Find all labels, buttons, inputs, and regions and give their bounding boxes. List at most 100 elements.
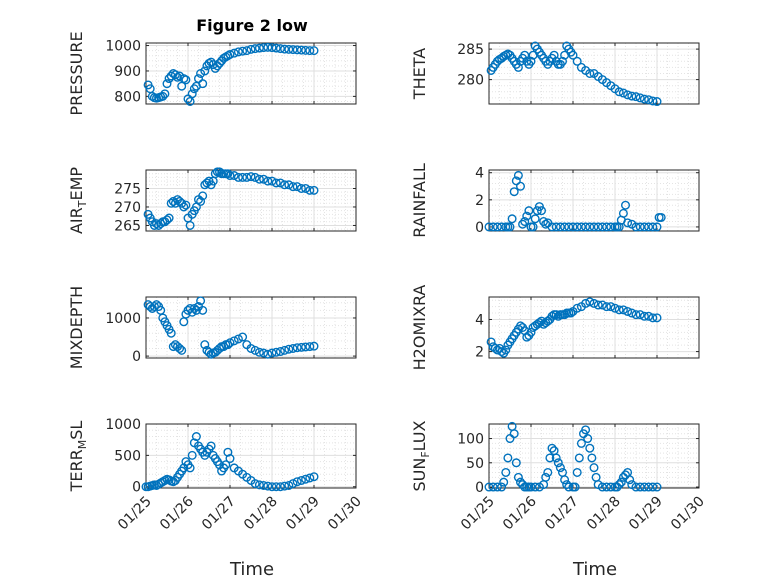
- data-point: [627, 308, 637, 318]
- data-point: [560, 475, 570, 485]
- y-tick-label: 4: [475, 312, 484, 328]
- data-point: [233, 172, 243, 182]
- data-point: [585, 68, 595, 78]
- data-point: [581, 222, 591, 232]
- data-point: [589, 222, 599, 232]
- data-point: [301, 45, 311, 55]
- data-point: [206, 57, 216, 67]
- y-axis-label: H2OMIXRA: [410, 285, 429, 371]
- data-point: [497, 482, 507, 492]
- data-point: [179, 202, 189, 212]
- data-point: [614, 87, 624, 97]
- data-point: [602, 222, 612, 232]
- data-point: [616, 477, 626, 487]
- data-point: [309, 185, 319, 195]
- data-point: [560, 310, 570, 320]
- data-point: [568, 222, 578, 232]
- data-point: [501, 345, 511, 355]
- data-point: [639, 482, 649, 492]
- data-point: [560, 222, 570, 232]
- data-point: [267, 43, 277, 53]
- data-point: [280, 345, 290, 355]
- data-point: [259, 348, 269, 358]
- y-axis-label: PRESSURE: [67, 31, 86, 115]
- y-tick-label: 0: [132, 349, 141, 365]
- data-point: [233, 334, 243, 344]
- data-point: [652, 97, 662, 107]
- data-point: [263, 42, 273, 52]
- data-point: [639, 311, 649, 321]
- data-point: [275, 44, 285, 54]
- data-point: [644, 95, 654, 105]
- data-point: [585, 222, 595, 232]
- y-tick-label: 50: [466, 456, 484, 472]
- data-point: [530, 482, 540, 492]
- data-point: [511, 458, 521, 468]
- data-point: [246, 343, 256, 353]
- y-tick-label: 800: [114, 89, 141, 105]
- data-point: [263, 481, 273, 491]
- data-point: [288, 479, 298, 489]
- data-point: [196, 196, 206, 206]
- data-point: [175, 343, 185, 353]
- data-point: [168, 196, 178, 206]
- data-point: [229, 336, 239, 346]
- data-point: [513, 170, 523, 180]
- data-point: [639, 222, 649, 232]
- data-point: [242, 172, 252, 182]
- data-point: [158, 91, 168, 101]
- data-point: [219, 342, 229, 352]
- data-point: [162, 79, 172, 89]
- data-point: [275, 178, 285, 188]
- data-point: [187, 450, 197, 460]
- data-point: [635, 222, 645, 232]
- data-point: [553, 458, 563, 468]
- data-point: [585, 443, 595, 453]
- data-point: [581, 298, 591, 308]
- data-point: [537, 206, 547, 216]
- data-point: [254, 174, 264, 184]
- data-point: [539, 217, 549, 227]
- data-point: [238, 172, 248, 182]
- data-point: [246, 44, 256, 54]
- data-point: [225, 338, 235, 348]
- data-point: [631, 482, 641, 492]
- data-point: [602, 482, 612, 492]
- data-point: [181, 200, 191, 210]
- data-point: [246, 172, 256, 182]
- data-point: [238, 46, 248, 56]
- y-tick-label: 285: [457, 42, 484, 58]
- data-point: [614, 480, 624, 490]
- data-point: [305, 185, 315, 195]
- data-point: [309, 341, 319, 351]
- data-point: [292, 182, 302, 192]
- data-point: [198, 79, 208, 89]
- data-point: [589, 298, 599, 308]
- data-point: [250, 345, 260, 355]
- data-point: [513, 62, 523, 72]
- data-point: [214, 343, 224, 353]
- data-point: [250, 479, 260, 489]
- data-point: [198, 305, 208, 315]
- data-point: [492, 222, 502, 232]
- data-point: [541, 472, 551, 482]
- data-point: [309, 472, 319, 482]
- data-point: [223, 169, 233, 179]
- data-point: [288, 343, 298, 353]
- y-tick-label: 900: [114, 64, 141, 80]
- data-point: [507, 214, 517, 224]
- data-point: [522, 211, 532, 221]
- data-point: [486, 337, 496, 347]
- data-point: [185, 220, 195, 230]
- data-point: [589, 463, 599, 473]
- data-point: [484, 222, 494, 232]
- axes-box: [488, 423, 700, 489]
- y-tick-label: 0: [132, 480, 141, 496]
- data-point: [204, 347, 214, 357]
- data-point: [625, 475, 635, 485]
- data-point: [292, 45, 302, 55]
- y-tick-label: 0: [475, 220, 484, 236]
- data-point: [631, 222, 641, 232]
- data-point: [225, 454, 235, 464]
- data-point: [581, 425, 591, 435]
